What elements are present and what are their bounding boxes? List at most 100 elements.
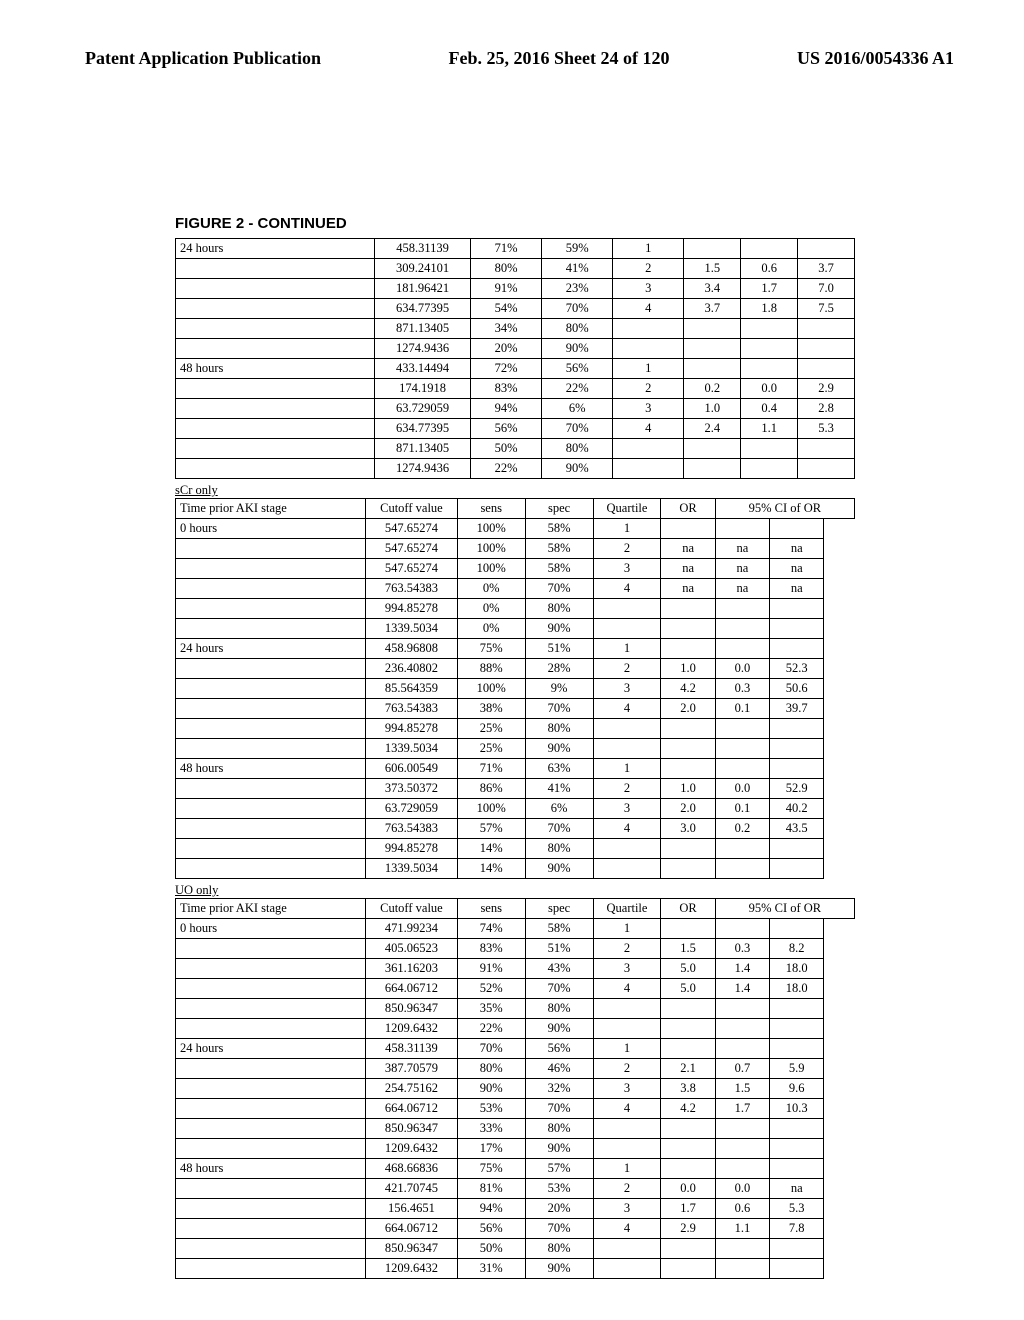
table-cell: 0.0 xyxy=(741,379,798,399)
table-row: 664.0671256%70%42.91.17.8 xyxy=(176,1219,855,1239)
table-cell xyxy=(176,739,366,759)
table-cell: 80% xyxy=(542,319,613,339)
table-cell xyxy=(715,859,769,879)
table-row: 994.8527814%80% xyxy=(176,839,855,859)
table-cell: 0 hours xyxy=(176,919,366,939)
table-cell: 50% xyxy=(457,1239,525,1259)
table-cell: 90% xyxy=(542,339,613,359)
table-cell xyxy=(798,339,855,359)
table-cell: 1.5 xyxy=(684,259,741,279)
table-cell: 4 xyxy=(593,979,661,999)
table-row: 664.0671252%70%45.01.418.0 xyxy=(176,979,855,999)
table-cell: 70% xyxy=(525,1099,593,1119)
table-cell: 22% xyxy=(471,459,542,479)
table-row: 63.72905994%6%31.00.42.8 xyxy=(176,399,855,419)
table-cell xyxy=(715,599,769,619)
table-cell: 17% xyxy=(457,1139,525,1159)
table-cell xyxy=(176,399,375,419)
table-cell xyxy=(176,319,375,339)
table-cell xyxy=(593,739,661,759)
table-cell: 156.4651 xyxy=(366,1199,458,1219)
table-cell xyxy=(770,1159,824,1179)
table-cell xyxy=(176,539,366,559)
table-cell xyxy=(684,359,741,379)
table-cell xyxy=(684,239,741,259)
table-cell: 2.4 xyxy=(684,419,741,439)
table-cell xyxy=(661,1119,715,1139)
table-cell: 763.54383 xyxy=(366,819,458,839)
table-cell: 56% xyxy=(457,1219,525,1239)
table-cell: na xyxy=(715,539,769,559)
table-header-cell: Time prior AKI stage xyxy=(176,499,366,519)
table-cell: 1274.9436 xyxy=(375,459,471,479)
table-cell: 2 xyxy=(593,1059,661,1079)
table-cell: 32% xyxy=(525,1079,593,1099)
table-cell: 90% xyxy=(525,1259,593,1279)
table-cell: 1209.6432 xyxy=(366,1259,458,1279)
table-cell xyxy=(176,299,375,319)
table-cell: 1339.5034 xyxy=(366,619,458,639)
table-cell: 0.7 xyxy=(715,1059,769,1079)
table-cell xyxy=(176,459,375,479)
table-cell: 3 xyxy=(613,399,684,419)
table-cell: 0.3 xyxy=(715,939,769,959)
table-cell: 2.9 xyxy=(661,1219,715,1239)
table-cell: 3 xyxy=(613,279,684,299)
table-cell: na xyxy=(715,579,769,599)
table-cell xyxy=(770,759,824,779)
table-header-cell: Quartile xyxy=(593,499,661,519)
table-cell: 34% xyxy=(471,319,542,339)
table-cell: 871.13405 xyxy=(375,439,471,459)
table-cell: 80% xyxy=(542,439,613,459)
table-cell: 5.9 xyxy=(770,1059,824,1079)
table-cell xyxy=(176,1259,366,1279)
table-cell: 50% xyxy=(471,439,542,459)
table-cell: 1 xyxy=(593,1159,661,1179)
table-cell: 81% xyxy=(457,1179,525,1199)
table-cell: 3.8 xyxy=(661,1079,715,1099)
table-cell xyxy=(176,779,366,799)
table-cell xyxy=(715,739,769,759)
table-cell: 2.0 xyxy=(661,699,715,719)
table-cell: na xyxy=(770,579,824,599)
table-cell: 2.0 xyxy=(661,799,715,819)
table-cell xyxy=(613,319,684,339)
table-cell: 3.4 xyxy=(684,279,741,299)
table-cell: 43.5 xyxy=(770,819,824,839)
table-row: 664.0671253%70%44.21.710.3 xyxy=(176,1099,855,1119)
table-cell xyxy=(176,1099,366,1119)
table-cell xyxy=(715,519,769,539)
table-cell xyxy=(176,1219,366,1239)
table-cell: 763.54383 xyxy=(366,579,458,599)
table-cell xyxy=(715,999,769,1019)
table-row: 24 hours458.9680875%51%1 xyxy=(176,639,855,659)
table-cell: 471.99234 xyxy=(366,919,458,939)
table-cell: 1.0 xyxy=(661,659,715,679)
table-uo: Time prior AKI stageCutoff valuesensspec… xyxy=(175,898,855,1279)
table-cell: 763.54383 xyxy=(366,699,458,719)
table-cell xyxy=(176,1139,366,1159)
table-cell xyxy=(770,1119,824,1139)
table-cell xyxy=(715,1039,769,1059)
table-cell xyxy=(176,619,366,639)
table-row: 181.9642191%23%33.41.77.0 xyxy=(176,279,855,299)
table-cell: 1.4 xyxy=(715,979,769,999)
table-cell: 20% xyxy=(471,339,542,359)
table-cell: na xyxy=(661,579,715,599)
table-cell: 46% xyxy=(525,1059,593,1079)
table-cell: 2 xyxy=(593,539,661,559)
table-cell xyxy=(593,1019,661,1039)
table-cell xyxy=(684,439,741,459)
table-cell: 86% xyxy=(457,779,525,799)
table-header-row: Time prior AKI stageCutoff valuesensspec… xyxy=(176,899,855,919)
table-cell: 48 hours xyxy=(176,359,375,379)
table-header-cell: Cutoff value xyxy=(366,899,458,919)
table-cell: 9% xyxy=(525,679,593,699)
table-cell xyxy=(798,439,855,459)
table-cell xyxy=(176,599,366,619)
table-cell xyxy=(661,839,715,859)
table-cell: 664.06712 xyxy=(366,1099,458,1119)
table-cell: 9.6 xyxy=(770,1079,824,1099)
table-cell: 100% xyxy=(457,679,525,699)
table-cell: 100% xyxy=(457,799,525,819)
